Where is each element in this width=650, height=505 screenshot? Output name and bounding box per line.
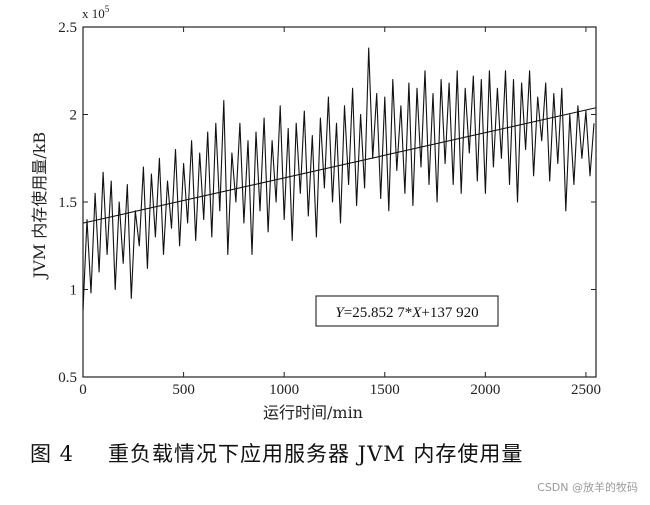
y-tick-label: 1 — [70, 283, 78, 299]
y-tick-label: 2.5 — [58, 20, 77, 36]
y-tick-label: 1.5 — [58, 195, 77, 211]
watermark: CSDN @放羊的牧码 — [537, 481, 638, 494]
x-axis-ticks: 0 500 1000 1500 2000 2500 — [79, 27, 601, 398]
x-tick-label: 1500 — [370, 382, 400, 398]
x-tick-label: 1000 — [269, 382, 299, 398]
x-tick-label: 2500 — [571, 382, 601, 398]
trend-line — [82, 107, 597, 224]
y-exponent-label: x 105 — [82, 4, 110, 21]
y-tick-label: 2 — [70, 108, 78, 124]
figure-number: 图 4 — [30, 442, 75, 466]
line-chart: 0 500 1000 1500 2000 2500 0.5 1 1.5 2 2.5 x 105 Y… — [30, 4, 601, 422]
y-tick-label: 0.5 — [58, 370, 77, 386]
equation-label: Y=25.852 7*X+137 920 — [335, 305, 478, 321]
x-tick-label: 2000 — [470, 382, 500, 398]
y-axis-title: JVM 内存使用量/kB — [30, 132, 49, 280]
figure-caption: 图 4 重负载情况下应用服务器 JVM 内存使用量 — [30, 438, 523, 468]
equation-box: Y=25.852 7*X+137 920 — [315, 295, 499, 327]
x-tick-label: 500 — [172, 382, 195, 398]
x-axis-title: 运行时间/min — [263, 403, 363, 422]
y-axis-ticks: 0.5 1 1.5 2 2.5 — [58, 20, 596, 386]
equation-box-border — [315, 295, 499, 327]
series-line — [82, 47, 595, 311]
series-group — [82, 47, 597, 311]
figure-title: 重负载情况下应用服务器 JVM 内存使用量 — [108, 442, 524, 466]
x-tick-label: 0 — [79, 382, 87, 398]
